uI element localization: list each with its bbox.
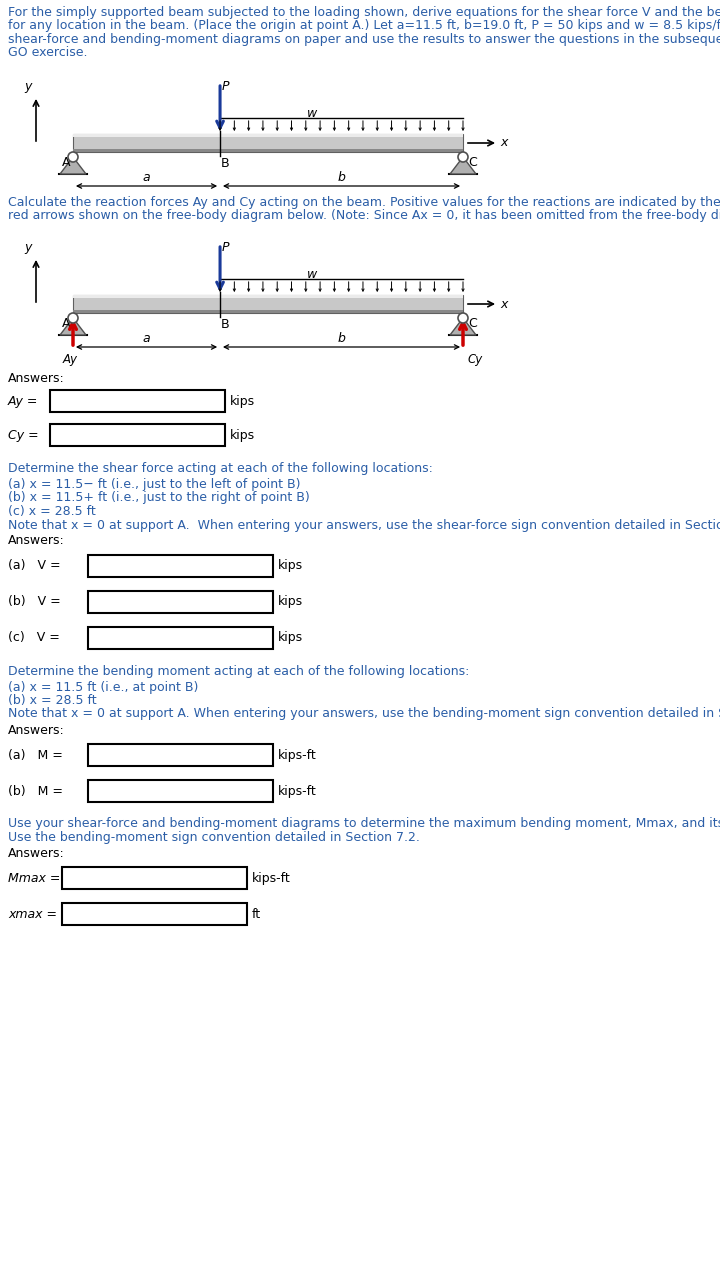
Text: (b)   M =: (b) M = [8,785,63,797]
Text: kips: kips [230,396,255,408]
Bar [88,590,273,613]
Text: Ay =: Ay = [8,396,38,408]
Text: A: A [61,156,70,169]
Text: kips-ft: kips-ft [278,749,317,762]
Polygon shape [450,317,476,335]
Text: P: P [222,241,230,253]
Text: kips: kips [278,559,303,572]
Text: C: C [468,317,477,330]
Text: (b) x = 28.5 ft: (b) x = 28.5 ft [8,694,96,707]
Text: (a)   M =: (a) M = [8,749,63,762]
Bar [88,626,273,649]
Text: Use the bending-moment sign convention detailed in Section 7.2.: Use the bending-moment sign convention d… [8,831,420,844]
Text: a: a [143,332,150,346]
Bar [62,867,247,890]
Text: a: a [143,172,150,184]
Text: Mmax =: Mmax = [8,872,60,884]
Text: ft: ft [252,908,261,922]
Circle shape [68,152,78,163]
Text: C: C [468,156,477,169]
Text: Calculate the reaction forces Ay and Cy acting on the beam. Positive values for : Calculate the reaction forces Ay and Cy … [8,196,720,209]
Bar [73,148,463,152]
Text: y: y [24,79,32,93]
Text: Cy =: Cy = [8,429,39,442]
Text: (b)   V =: (b) V = [8,595,60,608]
Text: y: y [24,241,32,253]
Text: Note that x = 0 at support A.  When entering your answers, use the shear-force s: Note that x = 0 at support A. When enter… [8,518,720,531]
Text: Answers:: Answers: [8,723,65,736]
Text: for any location in the beam. (Place the origin at point A.) Let a=11.5 ft, b=19: for any location in the beam. (Place the… [8,19,720,32]
Bar [73,134,463,137]
Text: b: b [338,332,346,346]
Text: Answers:: Answers: [8,535,65,548]
Text: Answers:: Answers: [8,372,65,385]
Polygon shape [60,317,86,335]
Text: (a) x = 11.5 ft (i.e., at point B): (a) x = 11.5 ft (i.e., at point B) [8,681,199,694]
Text: kips: kips [278,631,303,645]
Text: x: x [500,137,508,150]
Text: Ay: Ay [63,353,78,366]
Text: GO exercise.: GO exercise. [8,46,88,59]
Text: x: x [500,297,508,311]
Bar [73,134,463,152]
Text: Cy: Cy [467,353,482,366]
Polygon shape [60,157,86,174]
Text: P: P [222,79,230,93]
Text: kips-ft: kips-ft [252,872,291,884]
Text: B: B [221,157,230,170]
Text: Answers:: Answers: [8,847,65,860]
Bar [88,780,273,801]
Text: A: A [61,317,70,330]
Text: Determine the bending moment acting at each of the following locations:: Determine the bending moment acting at e… [8,664,469,677]
Text: (a) x = 11.5− ft (i.e., just to the left of point B): (a) x = 11.5− ft (i.e., just to the left… [8,477,300,492]
Circle shape [458,314,468,323]
Text: Use your shear-force and bending-moment diagrams to determine the maximum bendin: Use your shear-force and bending-moment … [8,818,720,831]
Text: kips-ft: kips-ft [278,785,317,797]
Circle shape [458,152,468,163]
Bar [50,390,225,412]
Text: red arrows shown on the free-body diagram below. (Note: Since Ax = 0, it has bee: red arrows shown on the free-body diagra… [8,210,720,223]
Bar [88,554,273,576]
Text: (c) x = 28.5 ft: (c) x = 28.5 ft [8,506,96,518]
Bar [73,294,463,314]
Text: Note that x = 0 at support A. When entering your answers, use the bending-moment: Note that x = 0 at support A. When enter… [8,708,720,721]
Text: w: w [307,108,318,120]
Bar [73,294,463,298]
Text: B: B [221,317,230,332]
Bar [73,310,463,314]
Bar [62,902,247,925]
Text: kips: kips [230,429,255,442]
Text: xmax =: xmax = [8,908,57,922]
Text: kips: kips [278,595,303,608]
Bar [50,424,225,445]
Text: (b) x = 11.5+ ft (i.e., just to the right of point B): (b) x = 11.5+ ft (i.e., just to the righ… [8,492,310,504]
Text: b: b [338,172,346,184]
Text: (c)   V =: (c) V = [8,631,60,645]
Text: (a)   V =: (a) V = [8,559,60,572]
Bar [88,744,273,765]
Text: w: w [307,268,318,282]
Text: shear-force and bending-moment diagrams on paper and use the results to answer t: shear-force and bending-moment diagrams … [8,33,720,46]
Text: Determine the shear force acting at each of the following locations:: Determine the shear force acting at each… [8,462,433,475]
Text: For the simply supported beam subjected to the loading shown, derive equations f: For the simply supported beam subjected … [8,6,720,19]
Circle shape [68,314,78,323]
Polygon shape [450,157,476,174]
